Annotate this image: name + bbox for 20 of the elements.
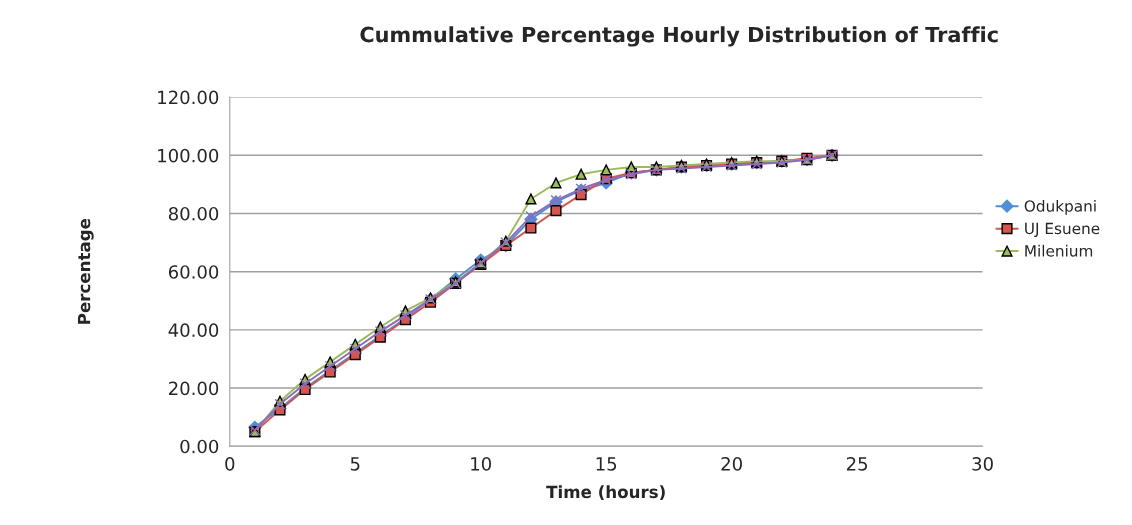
y-tick-label: 40.00: [168, 323, 219, 337]
x-tick-label: 20: [721, 456, 742, 471]
x-tick-label: 10: [471, 456, 492, 471]
legend-label: Milenium: [1025, 244, 1093, 257]
y-axis-title: Percentage: [77, 218, 94, 324]
y-tick-label: 0.00: [180, 439, 219, 454]
y-tick-label: 60.00: [168, 265, 219, 279]
x-tick-label: 30: [972, 456, 993, 471]
x-tick-label: 5: [350, 457, 360, 471]
x-tick-label: 25: [846, 456, 868, 471]
chart-title: Cummulative Percentage Hourly Distribution of Traffic: [360, 26, 998, 47]
legend-label: UJ Esuene: [1025, 222, 1100, 238]
y-tick-label: 80.00: [168, 206, 219, 221]
x-tick-label: 0: [225, 456, 235, 471]
y-tick-label: 100.00: [158, 148, 219, 163]
legend-label: Odukpani: [1024, 199, 1096, 215]
x-tick-label: 15: [596, 457, 617, 471]
y-tick-label: 20.00: [169, 381, 219, 396]
y-tick-label: 120.00: [158, 90, 219, 105]
x-axis-title: Time (hours): [546, 485, 665, 501]
